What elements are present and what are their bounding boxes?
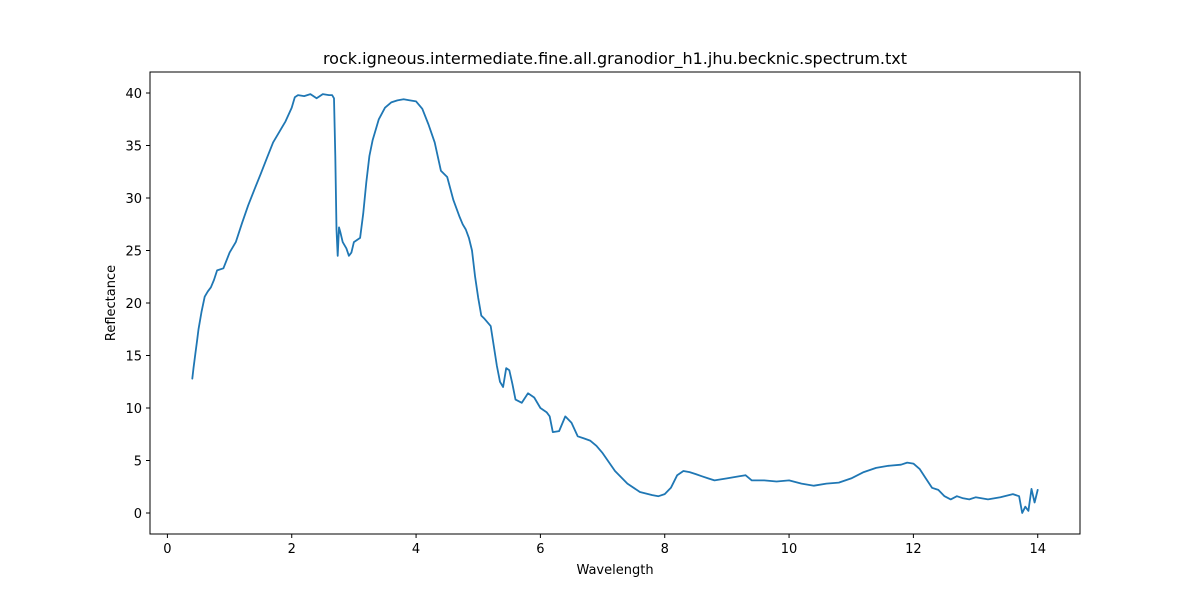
axes-frame bbox=[149, 71, 1081, 535]
y-tick-label: 35 bbox=[125, 140, 142, 155]
y-tick-label: 10 bbox=[125, 402, 142, 417]
y-tick-label: 30 bbox=[125, 192, 142, 207]
y-tick-label: 15 bbox=[125, 350, 142, 365]
axis-ticks: 0 2 4 6 8 10 12 14 0 5 10 15 20 25 30 35 40 bbox=[125, 87, 1046, 557]
x-tick-label: 2 bbox=[288, 542, 296, 557]
chart-title: rock.igneous.intermediate.fine.all.grano… bbox=[323, 49, 907, 69]
x-tick-label: 14 bbox=[1029, 542, 1046, 557]
y-tick-label: 5 bbox=[134, 455, 142, 470]
series-line bbox=[191, 93, 1039, 514]
x-tick-label: 10 bbox=[781, 542, 798, 557]
y-tick-label: 40 bbox=[125, 87, 142, 102]
y-tick-label: 25 bbox=[125, 245, 142, 260]
y-tick-label: 20 bbox=[125, 297, 142, 312]
x-tick-label: 12 bbox=[905, 542, 922, 557]
x-tick-label: 8 bbox=[661, 542, 669, 557]
x-tick-label: 6 bbox=[536, 542, 544, 557]
y-axis-label: Reflectance bbox=[104, 265, 119, 341]
x-tick-label: 4 bbox=[412, 542, 420, 557]
y-tick-label: 0 bbox=[134, 507, 142, 522]
x-axis-label: Wavelength bbox=[576, 563, 653, 578]
plot-area bbox=[191, 93, 1039, 514]
x-tick-label: 0 bbox=[163, 542, 171, 557]
